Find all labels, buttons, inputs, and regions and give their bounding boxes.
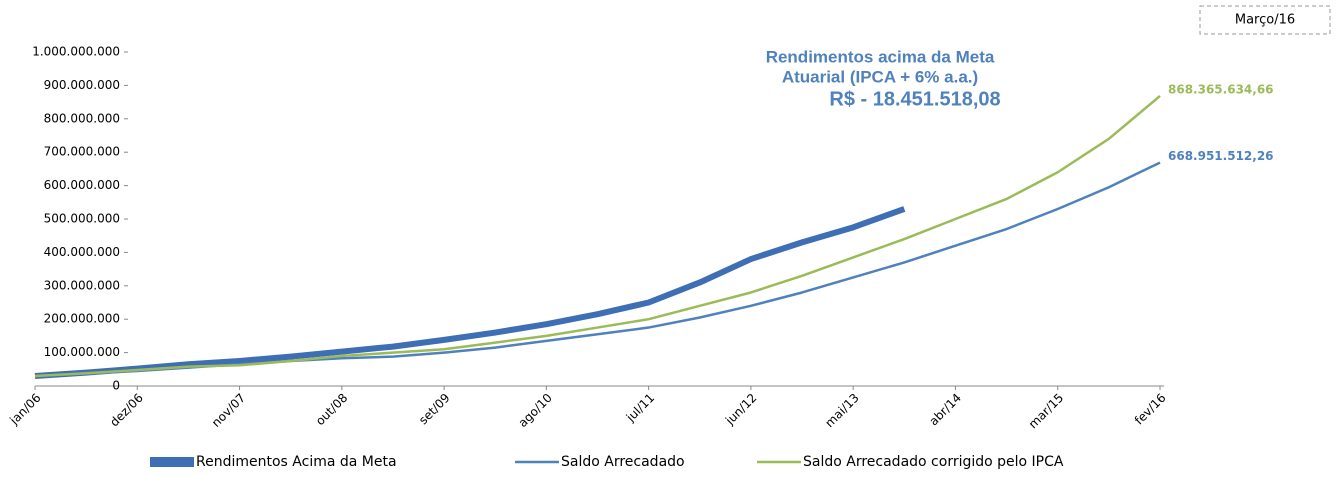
y-tick-label: 500.000.000 <box>44 212 120 226</box>
series-line <box>34 206 906 379</box>
y-tick-label: 900.000.000 <box>44 78 120 92</box>
y-tick-label: 1.000.000.000 <box>32 45 120 59</box>
x-tick-label: nov/07 <box>209 391 248 430</box>
x-tick-label: jul/11 <box>623 391 657 425</box>
y-tick-label: 400.000.000 <box>44 245 120 259</box>
value-label: 668.951.512,26 <box>1168 149 1274 163</box>
series-line <box>34 161 1161 378</box>
y-tick-label: 0 <box>112 379 120 393</box>
annotation: R$ - 18.451.518,08 <box>829 88 1000 110</box>
x-tick-label: abr/14 <box>926 391 964 429</box>
y-tick-label: 300.000.000 <box>44 278 120 292</box>
x-tick-label: fev/16 <box>1132 391 1169 428</box>
legend-label: Rendimentos Acima da Meta <box>196 454 397 470</box>
x-tick-label: jun/12 <box>722 391 759 428</box>
y-tick-label: 800.000.000 <box>44 111 120 125</box>
x-tick-label: out/08 <box>313 391 350 428</box>
x-tick-label: mai/13 <box>822 391 861 430</box>
legend-label: Saldo Arrecadado corrigido pelo IPCA <box>803 454 1064 470</box>
annotation: Atuarial (IPCA + 6% a.a.) <box>782 67 978 86</box>
x-tick-label: ago/10 <box>516 391 555 430</box>
x-tick-label: dez/06 <box>107 391 146 430</box>
legend-swatch <box>150 457 194 467</box>
y-tick-label: 700.000.000 <box>44 145 120 159</box>
value-label: 868.365.634,66 <box>1168 82 1274 96</box>
y-tick-label: 600.000.000 <box>44 178 120 192</box>
annotation: Rendimentos acima da Meta <box>766 47 995 66</box>
series-line <box>34 95 1161 378</box>
y-tick-label: 100.000.000 <box>44 345 120 359</box>
date-box <box>1199 5 1331 35</box>
x-tick-label: mar/15 <box>1026 391 1067 432</box>
x-tick-label: jan/06 <box>6 391 43 428</box>
date-label: Março/16 <box>1235 13 1295 28</box>
x-tick-label: set/09 <box>416 391 453 428</box>
y-tick-label: 200.000.000 <box>44 312 120 326</box>
legend-label: Saldo Arrecadado <box>561 454 685 470</box>
